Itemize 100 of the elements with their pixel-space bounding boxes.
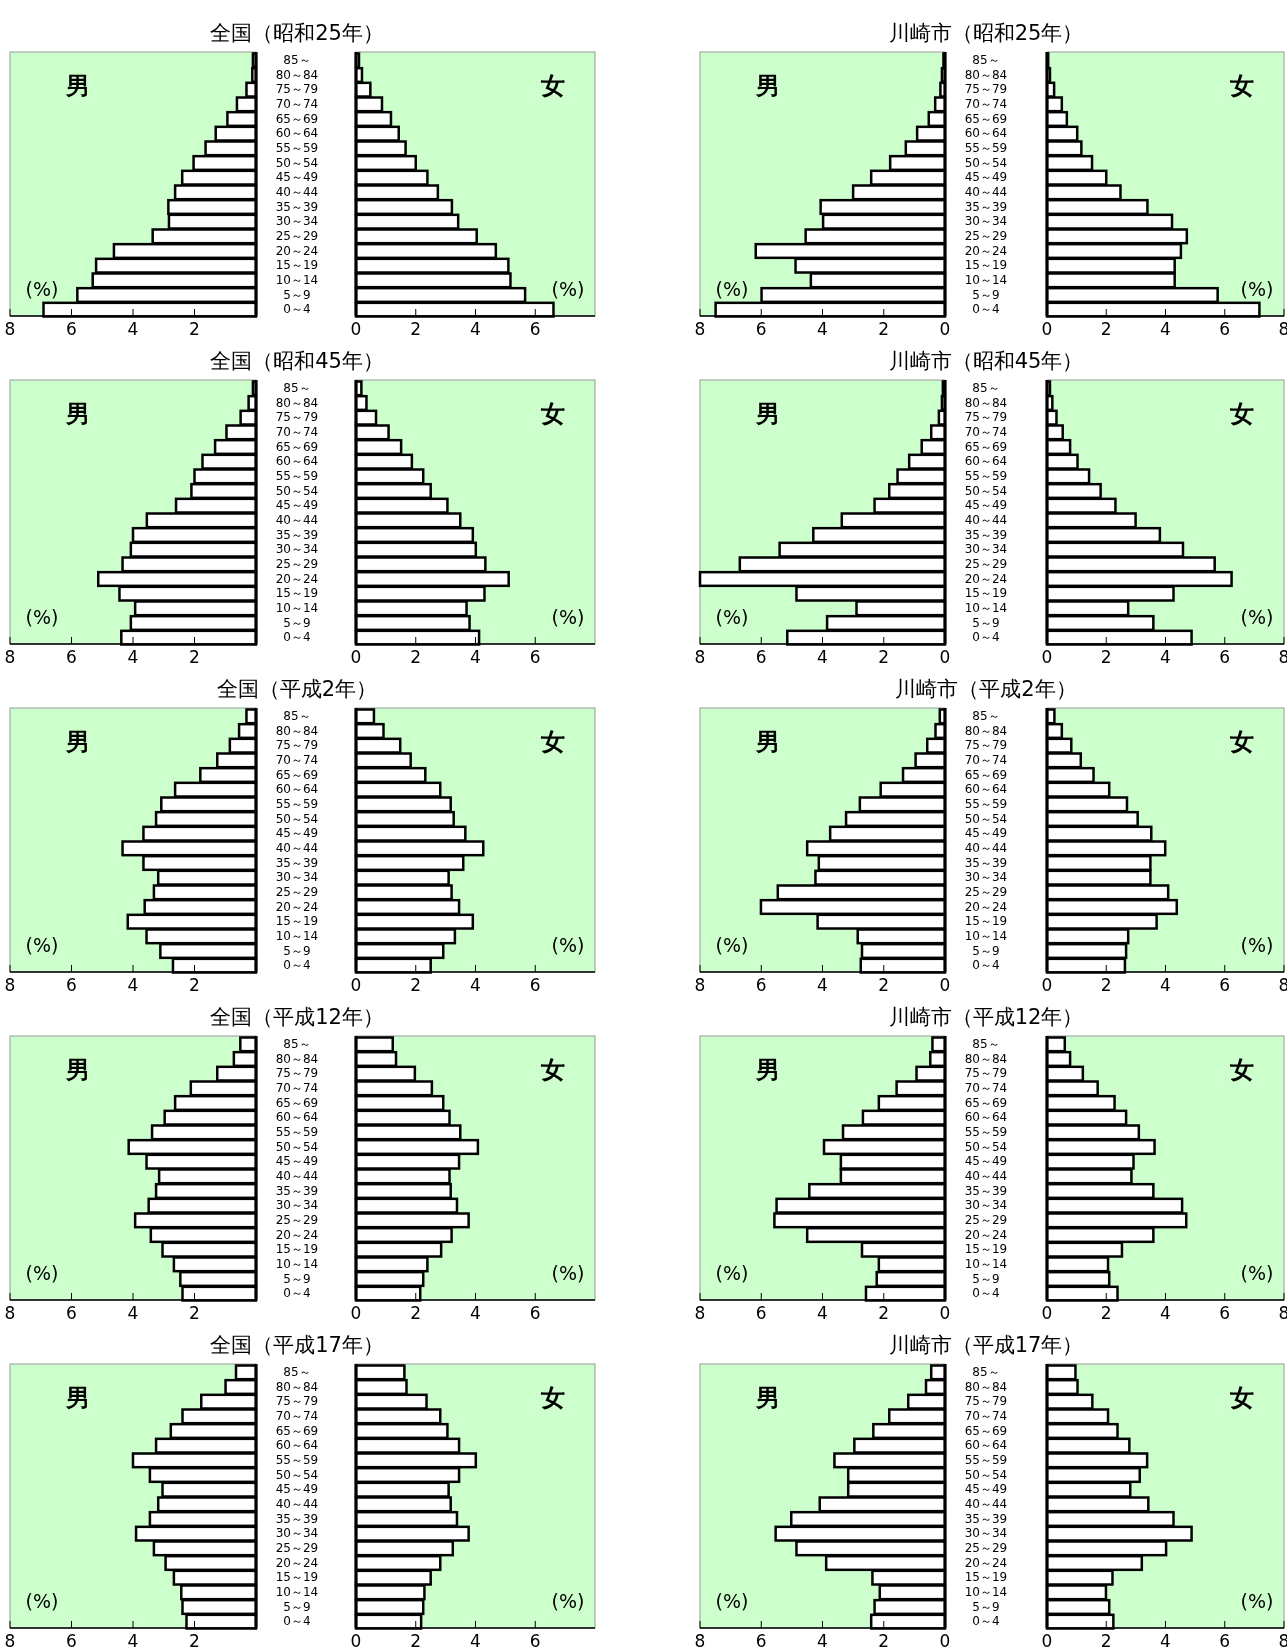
y-tick-label: 60～64 [964,1110,1008,1125]
annotation: 男 [755,1384,780,1412]
y-tick-label: 70～74 [964,1408,1008,1423]
annotation: 女 [540,400,565,428]
y-tick-label: 80～84 [275,723,319,738]
annotation: (%) [715,606,749,629]
x-tick-label: 2 [410,1631,422,1650]
y-tick-label: 40～44 [275,1168,319,1183]
y-tick-label: 60～64 [275,1438,319,1453]
y-tick-label: 5～9 [283,1599,311,1614]
y-tick-label: 30～34 [964,1198,1008,1213]
y-tick-label: 20～24 [964,243,1008,258]
y-tick-label: 60～64 [964,1438,1008,1453]
x-tick-label: 0 [939,975,951,995]
y-tick-label: 15～19 [964,1242,1008,1257]
y-tick-label: 85～ [283,708,311,723]
annotation: 男 [65,1056,90,1084]
x-tick-label: 6 [755,1631,767,1650]
x-tick-label: 4 [127,647,139,667]
y-tick-label: 25～29 [964,228,1008,243]
y-tick-label: 25～29 [275,1540,319,1555]
y-tick-label: 30～34 [275,1198,319,1213]
y-tick-label: 25～29 [275,884,319,899]
x-tick-label: 2 [410,1303,422,1323]
chart-title: 川崎市（平成2年） [895,677,1077,701]
chart-title: 全国（昭和25年） [210,21,384,45]
y-tick-label: 80～84 [275,67,319,82]
y-tick-label: 25～29 [964,884,1008,899]
annotation: (%) [715,934,749,957]
y-tick-label: 40～44 [964,1496,1008,1511]
x-tick-label: 8 [694,1631,706,1650]
chart-title: 全国（平成12年） [210,1005,384,1029]
x-tick-label: 8 [4,647,16,667]
x-tick-label: 6 [66,975,77,995]
x-tick-label: 2 [878,1631,890,1650]
x-tick-label: 6 [66,647,77,667]
x-tick-label: 0 [939,647,951,667]
y-tick-label: 45～49 [964,1482,1008,1497]
y-tick-label: 5～9 [283,287,311,302]
y-tick-label: 40～44 [964,512,1008,527]
chart-title: 全国（平成2年） [216,677,378,701]
x-tick-label: 6 [1219,319,1231,339]
y-tick-label: 45～49 [275,498,319,513]
annotation: 男 [65,728,90,756]
y-tick-label: 85～ [972,380,1000,395]
x-tick-label: 8 [4,319,16,339]
y-tick-label: 80～84 [964,1051,1008,1066]
x-tick-label: 4 [817,1631,828,1650]
y-tick-label: 80～84 [964,1379,1008,1394]
y-tick-label: 40～44 [275,840,319,855]
x-tick-label: 6 [755,1303,767,1323]
annotation: 女 [1229,400,1254,428]
x-tick-label: 4 [470,1303,481,1323]
y-tick-label: 15～19 [275,914,319,929]
x-tick-label: 4 [470,647,481,667]
annotation: (%) [1240,278,1274,301]
y-tick-label: 15～19 [964,1570,1008,1585]
annotation: (%) [551,1590,585,1613]
annotation: (%) [25,934,59,957]
x-tick-label: 6 [529,975,541,995]
y-tick-label: 10～14 [275,272,319,287]
y-tick-label: 0～4 [972,958,1000,973]
y-tick-label: 45～49 [964,826,1008,841]
y-tick-label: 40～44 [275,1496,319,1511]
y-tick-label: 30～34 [275,1526,319,1541]
x-tick-label: 4 [470,1631,481,1650]
annotation: 男 [65,400,90,428]
chart-title: 川崎市（平成12年） [888,1005,1084,1029]
x-tick-label: 8 [694,1303,706,1323]
x-tick-label: 2 [1100,1303,1112,1323]
x-tick-label: 4 [1160,975,1171,995]
x-tick-label: 4 [1160,319,1171,339]
y-tick-label: 55～59 [275,1124,319,1139]
x-tick-label: 6 [66,319,77,339]
x-tick-label: 4 [1160,1631,1171,1650]
y-tick-label: 30～34 [275,214,319,229]
y-tick-label: 55～59 [275,796,319,811]
y-tick-label: 65～69 [275,439,319,454]
y-tick-label: 40～44 [964,184,1008,199]
y-tick-label: 50～54 [275,1139,319,1154]
y-tick-label: 25～29 [964,1540,1008,1555]
x-tick-label: 4 [817,1303,828,1323]
x-tick-label: 6 [755,647,767,667]
y-tick-label: 75～79 [964,82,1008,97]
x-tick-label: 8 [4,1303,16,1323]
y-tick-label: 75～79 [275,738,319,753]
y-tick-label: 20～24 [964,1227,1008,1242]
x-tick-label: 2 [189,975,200,995]
y-tick-label: 5～9 [972,1599,1000,1614]
y-tick-label: 5～9 [283,943,311,958]
y-tick-label: 0～4 [283,630,311,645]
chart-title: 川崎市（昭和25年） [888,21,1084,45]
y-tick-label: 85～ [283,1364,311,1379]
y-tick-label: 80～84 [964,67,1008,82]
annotation: (%) [1240,1590,1274,1613]
chart-title: 川崎市（平成17年） [888,1333,1084,1357]
y-tick-label: 50～54 [964,811,1008,826]
y-tick-label: 85～ [972,52,1000,67]
y-tick-label: 30～34 [275,870,319,885]
y-tick-label: 55～59 [275,140,319,155]
